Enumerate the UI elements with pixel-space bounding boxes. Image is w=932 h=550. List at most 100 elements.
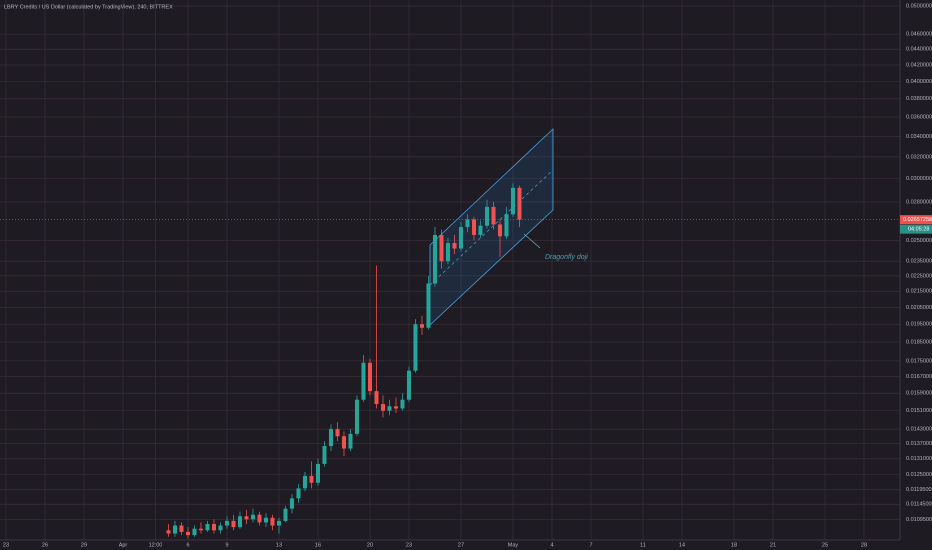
x-tick-label: 4 [550, 542, 553, 548]
y-tick-label: 0.01145000 [906, 502, 932, 508]
x-tick-label: 25 [822, 542, 828, 548]
candle-body [419, 324, 424, 328]
candle-body [322, 446, 327, 464]
candle-body [387, 406, 392, 411]
candle-body [328, 429, 333, 447]
last-price-tag [900, 215, 932, 225]
candle-body [172, 525, 177, 534]
candle-body [471, 219, 477, 235]
x-tick-label: 16 [315, 542, 321, 548]
x-tick-label: 27 [458, 542, 464, 548]
y-tick-label: 0.01095000 [906, 517, 932, 523]
x-tick-label: 11 [640, 542, 646, 548]
candle-body [380, 404, 385, 411]
annotation-arrow [523, 233, 541, 249]
countdown-label: 04:05:28 [908, 227, 929, 233]
candle-body [211, 523, 216, 531]
candle-body [406, 370, 411, 400]
y-tick-label: 0.01195000 [906, 487, 932, 493]
candle-body [354, 399, 359, 434]
candle-body [439, 234, 444, 262]
last-price-label: 0.02657258 [903, 217, 932, 223]
candle-body [510, 187, 516, 215]
candle-body [309, 475, 314, 483]
x-tick-label: Apr [119, 542, 128, 548]
candle-body [302, 475, 307, 489]
chart-title: LBRY Credits / US Dollar (calculated by … [4, 4, 173, 10]
x-tick-label: 18 [731, 542, 737, 548]
candle-body [198, 528, 203, 531]
candle-body [335, 429, 340, 437]
x-tick-label: 9 [225, 542, 228, 548]
candle-body [315, 463, 320, 483]
candle-body [432, 234, 437, 284]
candle-body [400, 399, 405, 409]
candle-body [231, 520, 236, 528]
candle-body [276, 520, 281, 526]
time-axis [0, 540, 900, 550]
candle-body [263, 517, 268, 523]
candle-body [348, 433, 353, 449]
candle-body [224, 520, 229, 526]
x-tick-label: 12:00 [149, 542, 163, 548]
channel-midline [429, 169, 554, 286]
x-tick-label: May [508, 542, 519, 548]
candle-body [205, 523, 210, 531]
x-tick-label: 7 [589, 542, 592, 548]
candle-body [166, 530, 171, 534]
candle-body [458, 227, 464, 249]
candle-body [393, 406, 398, 409]
candle-body [341, 436, 346, 449]
x-tick-label: 23 [406, 542, 412, 548]
candle-body [283, 508, 288, 521]
candle-body [497, 224, 503, 237]
candle-body [257, 514, 262, 523]
candle-body [250, 514, 255, 520]
candle-body [192, 528, 197, 536]
candle-body [367, 362, 372, 392]
countdown-tag [900, 224, 932, 234]
candle-body [426, 283, 431, 328]
price-axis [900, 0, 932, 550]
candle-body [452, 243, 457, 249]
x-tick-label: 13 [276, 542, 282, 548]
x-tick-label: 28 [861, 542, 867, 548]
annotation: Dragonfly doji [545, 254, 588, 261]
candle-body [244, 516, 249, 520]
x-tick-label: 29 [81, 542, 87, 548]
candle-body [289, 498, 294, 509]
x-tick-label: 21 [770, 542, 776, 548]
candle-body [413, 324, 418, 371]
candle-body [218, 525, 223, 531]
candle-body [185, 531, 190, 536]
candle-body [491, 206, 496, 225]
x-tick-label: 23 [3, 542, 9, 548]
candle-body [484, 206, 490, 226]
x-tick-label: 6 [186, 542, 189, 548]
candle-body [237, 516, 242, 528]
